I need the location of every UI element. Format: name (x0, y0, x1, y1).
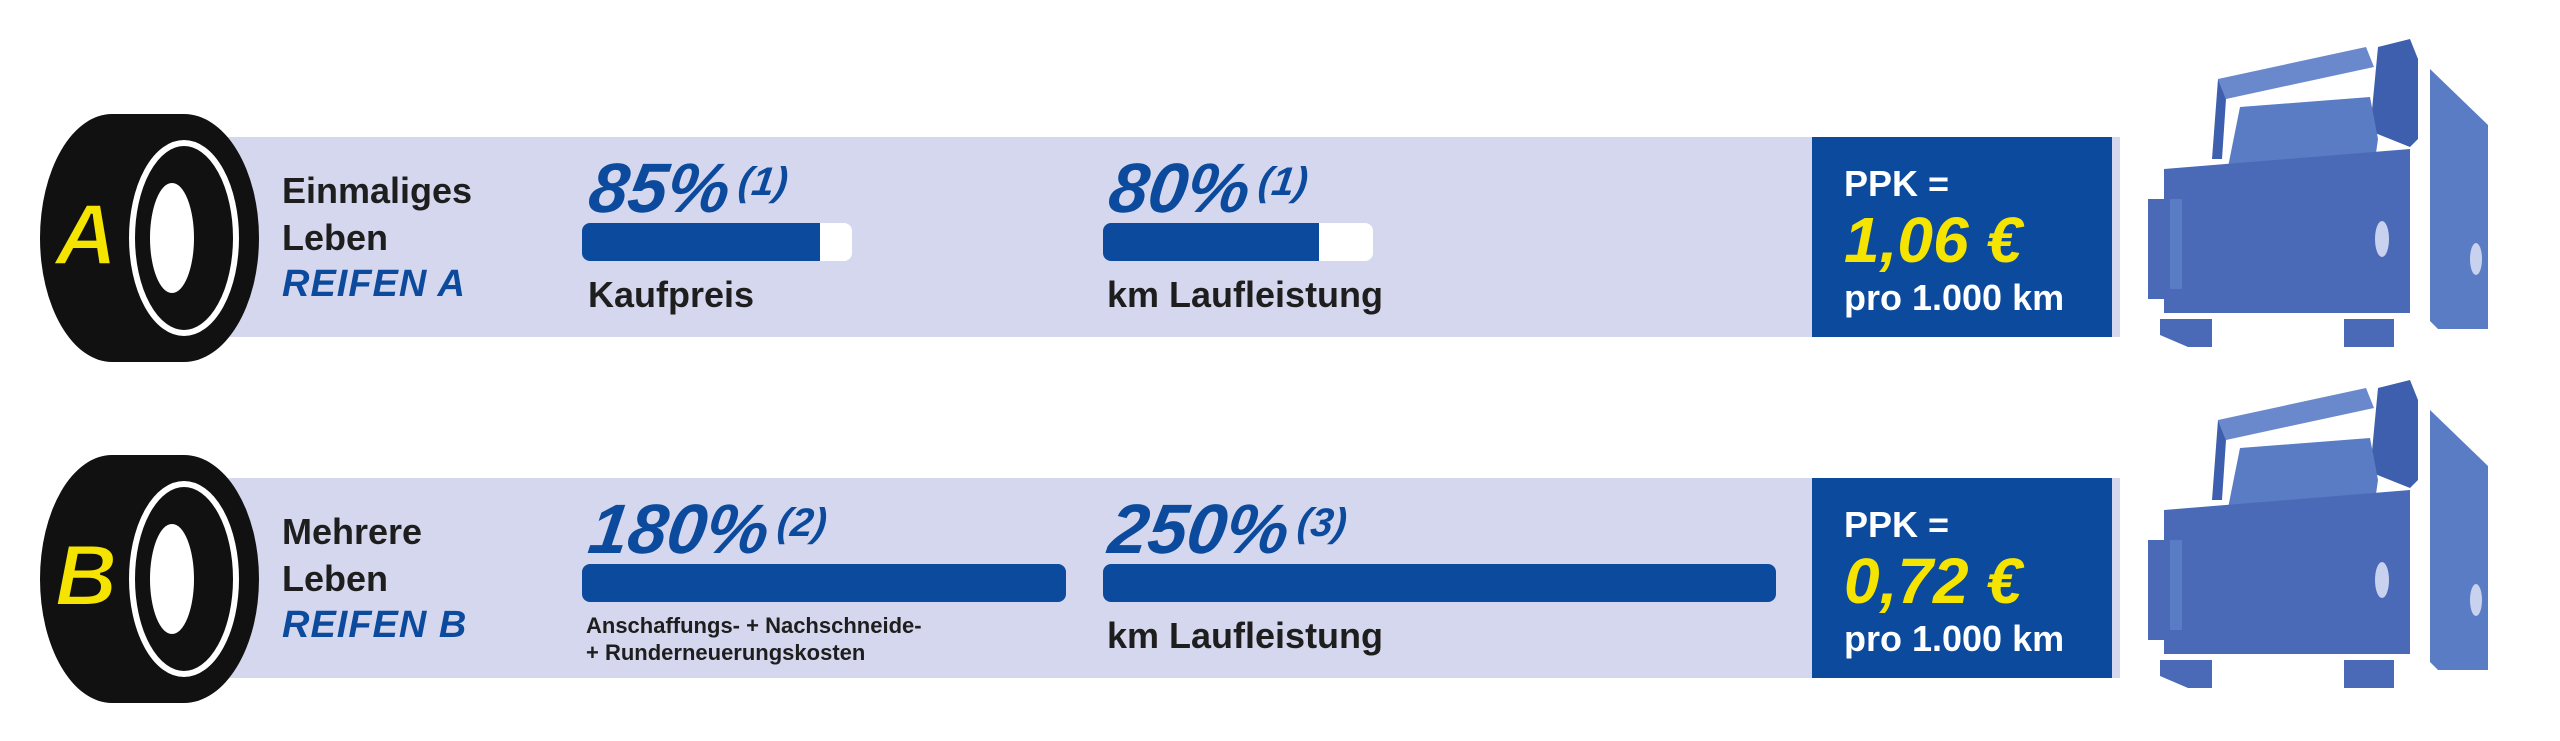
tire-letter: B (55, 528, 117, 624)
tire-letter: A (53, 187, 117, 283)
tire-icon: A (40, 114, 259, 362)
tire-row-b: B Mehrere Leben REIFEN B 180%(2) Anschaf… (0, 380, 2560, 712)
ppk-title: PPK = (1844, 163, 1950, 204)
ppk-box: PPK = 1,06 € pro 1.000 km (1812, 137, 2112, 337)
tire-row-a: A Einmaliges Leben REIFEN A 85%(1) Kaufp… (0, 39, 2560, 371)
tire-type: Einmaliges Leben REIFEN A (282, 167, 472, 308)
metric-2-label: km Laufleistung (1107, 615, 1384, 656)
type-line-1: Einmaliges (282, 170, 473, 211)
metric-1-label-line-1: Anschaffungs- + Nachschneide- (586, 613, 922, 638)
tire-type: Mehrere Leben REIFEN B (282, 508, 467, 649)
truck-icon (2148, 39, 2488, 347)
metric-1-value: 85%(1) (584, 149, 791, 227)
metric-1-bar-fill (582, 564, 1066, 602)
truck-icon (2148, 380, 2488, 688)
metric-1-note: (2) (774, 501, 830, 545)
ppk-unit: pro 1.000 km (1844, 618, 2065, 659)
type-line-1: Mehrere (282, 511, 423, 552)
metric-1-label: Kaufpreis (588, 274, 755, 315)
ppk-unit: pro 1.000 km (1844, 277, 2065, 318)
metric-1-note: (1) (735, 160, 791, 204)
metric-1-value: 180%(2) (584, 490, 830, 568)
tire-icon: B (40, 455, 259, 703)
metric-2-bar-fill (1103, 223, 1319, 261)
ppk-value: 1,06 € (1844, 204, 2022, 276)
metric-2-bar (1103, 223, 1373, 261)
type-line-2: Leben (282, 217, 389, 258)
metric-1-bar (582, 223, 852, 261)
metric-2-bar (1103, 564, 1776, 602)
metric-2-value: 250%(3) (1104, 490, 1350, 568)
metric-2-note: (1) (1255, 160, 1311, 204)
metric-1-bar-fill (582, 223, 820, 261)
metric-1-label-line-2: + Runderneuerungskosten (586, 640, 866, 665)
metric-2-bar-fill (1103, 564, 1776, 602)
metric-1-bar (582, 564, 1066, 602)
metric-1-label: Anschaffungs- + Nachschneide- + Runderne… (586, 612, 922, 666)
metric-2-value: 80%(1) (1104, 149, 1311, 227)
metric-2-note: (3) (1294, 501, 1350, 545)
tire-name: REIFEN A (282, 263, 466, 305)
type-line-2: Leben (282, 558, 389, 599)
ppk-box: PPK = 0,72 € pro 1.000 km (1812, 478, 2112, 678)
ppk-value: 0,72 € (1844, 545, 2022, 617)
tire-name: REIFEN B (282, 604, 468, 646)
metric-2-label: km Laufleistung (1107, 274, 1384, 315)
ppk-title: PPK = (1844, 504, 1950, 545)
